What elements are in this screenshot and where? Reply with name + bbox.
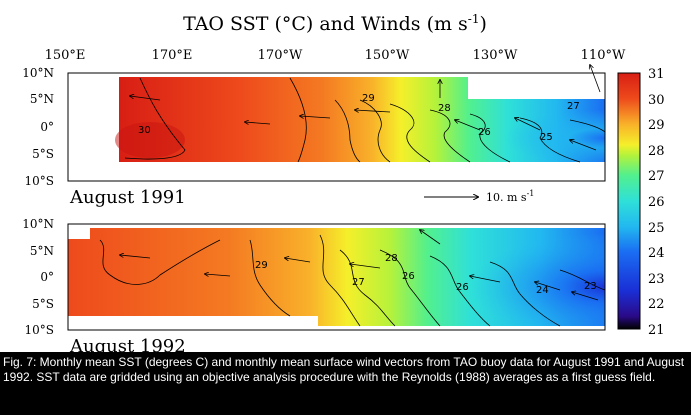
contour-line [389, 103, 431, 163]
colorbar-scale [617, 72, 641, 330]
contour-label: 26 [402, 271, 415, 282]
figure-title: TAO SST (°C) and Winds (m s-1) [183, 12, 487, 35]
contour-label: 27 [352, 277, 365, 288]
wind-vector [355, 110, 391, 112]
wind-vector [572, 292, 599, 301]
wind-vector [300, 116, 331, 118]
wind-vector [285, 258, 311, 263]
panel-frame-1992 [67, 223, 606, 331]
cold-tongue-fill-1992 [360, 228, 605, 326]
wind-scale: 10. m s-1 [424, 189, 534, 204]
contour-label: 30 [138, 125, 151, 136]
lon-tick-label: 150°W [365, 48, 410, 63]
wind-vector [470, 276, 501, 283]
contour-line [489, 261, 561, 327]
contour-line [359, 99, 391, 163]
colorbar-tick-label: 31 [648, 67, 665, 82]
contour-labels-1991: 30 29 28 26 27 25 [138, 93, 580, 143]
colorbar-tick-label: 25 [648, 221, 665, 236]
contour-line [469, 113, 511, 163]
panel-1992: 29 28 27 26 26 24 23 10°N 5°N 0° 5°S 10°… [22, 217, 606, 352]
panel-frame-1991 [67, 72, 606, 182]
contour-label: 29 [362, 93, 375, 104]
lat-tick-label: 0° [40, 120, 54, 134]
colorbar-tick-label: 27 [648, 169, 665, 184]
lat-tick-label: 10°N [22, 217, 54, 231]
figure-caption: Fig. 7: Monthly mean SST (degrees C) and… [0, 352, 691, 415]
lat-tick-label: 5°S [32, 297, 54, 311]
contour-label: 23 [584, 281, 597, 292]
wind-vector [535, 282, 561, 291]
contour-line [319, 234, 361, 327]
lat-tick-label: 5°N [30, 92, 54, 106]
contour-line [99, 239, 221, 285]
contour-line [334, 99, 361, 163]
colorbar-tick-label: 29 [648, 118, 665, 133]
wind-vector [515, 118, 541, 131]
panel-label-1992: August 1992 [69, 336, 186, 352]
lat-tick-label: 10°S [25, 174, 55, 188]
contour-line [519, 117, 581, 163]
panel-1991: 30 29 28 26 27 25 10°N 5°N 0° 5°S 10°S A… [22, 65, 606, 208]
wind-vector [245, 122, 271, 124]
contour-line [429, 255, 491, 327]
wind-vector [205, 274, 231, 276]
colorbar-tick-label: 30 [648, 93, 665, 108]
contour-label: 27 [567, 101, 580, 112]
contour-labels-1992: 29 28 27 26 26 24 23 [255, 253, 597, 296]
contour-label: 28 [438, 103, 451, 114]
colorbar-tick-label: 26 [648, 195, 665, 210]
sst-contours-1992 [99, 234, 606, 327]
wind-vector [420, 230, 441, 245]
lon-tick-label: 150°E [45, 48, 86, 63]
lat-tick-label: 10°N [22, 66, 54, 80]
contour-label: 24 [536, 285, 549, 296]
lon-tick-label: 130°W [473, 48, 518, 63]
colorbar-tick-label: 23 [648, 272, 665, 287]
wind-vector [120, 255, 151, 259]
sst-figure: TAO SST (°C) and Winds (m s-1) 150°E 170… [22, 12, 665, 352]
latitude-tick-labels-1991: 10°N 5°N 0° 5°S 10°S [22, 66, 54, 188]
lon-tick-label: 170°E [152, 48, 193, 63]
wind-vector [130, 96, 161, 101]
wind-vectors-1991 [130, 65, 601, 151]
contour-line [249, 239, 291, 317]
contour-line [124, 77, 186, 160]
colorbar-tick-labels: 31 30 29 28 27 26 25 24 23 22 21 [648, 67, 665, 338]
contour-line [559, 269, 606, 291]
contour-line [429, 109, 471, 163]
colorbar-tick-label: 28 [648, 144, 665, 159]
contour-label: 29 [255, 260, 268, 271]
cold-tongue-fill-1991 [380, 99, 605, 162]
latitude-tick-labels-1992: 10°N 5°N 0° 5°S 10°S [22, 217, 54, 337]
colorbar-tick-label: 22 [648, 297, 665, 312]
colorbar-tick-label: 21 [648, 323, 665, 338]
sst-contours-1991 [124, 77, 606, 163]
wind-vector [350, 264, 381, 269]
longitude-tick-labels: 150°E 170°E 170°W 150°W 130°W 110°W [45, 48, 626, 63]
lat-tick-label: 0° [40, 270, 54, 284]
lon-tick-label: 110°W [581, 48, 626, 63]
colorbar-tick-label: 24 [648, 246, 665, 261]
wind-vectors-1992 [120, 230, 599, 301]
wind-vector [590, 65, 601, 93]
contour-line [289, 77, 307, 163]
wind-scale-label: 10. m s-1 [486, 189, 534, 204]
contour-label: 28 [385, 253, 398, 264]
colorbar: 31 30 29 28 27 26 25 24 23 22 21 [617, 67, 665, 338]
lon-tick-label: 170°W [258, 48, 303, 63]
contour-line [569, 119, 606, 133]
lat-tick-label: 5°S [32, 147, 54, 161]
lat-tick-label: 5°N [30, 244, 54, 258]
panel-label-1991: August 1991 [69, 187, 186, 208]
contour-line [379, 249, 441, 327]
contour-label: 26 [478, 127, 491, 138]
lat-tick-label: 10°S [25, 323, 55, 337]
wind-vector [570, 140, 597, 151]
contour-label: 26 [456, 282, 469, 293]
contour-label: 25 [540, 132, 553, 143]
warm-pool-1991 [115, 122, 185, 158]
wind-vector [455, 120, 481, 131]
